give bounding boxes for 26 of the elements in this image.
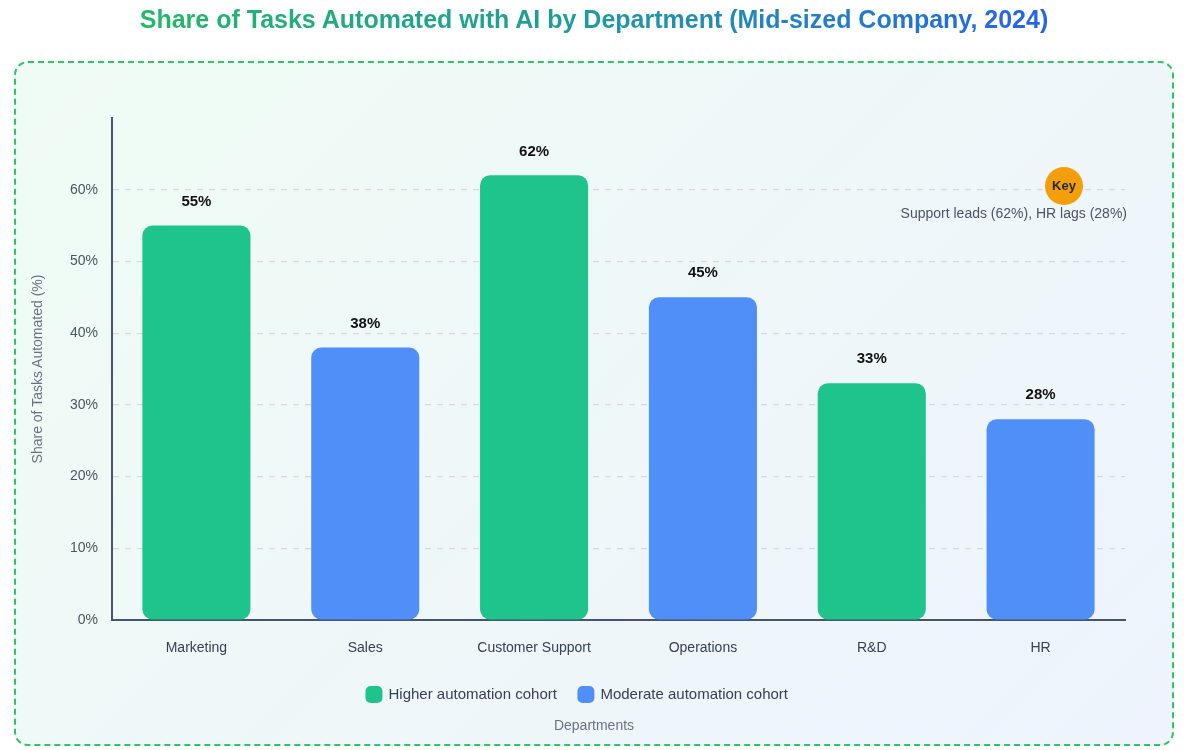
y-tick-label: 10%: [69, 539, 98, 556]
annotation: Key: [1051, 178, 1077, 194]
x-tick-label: Sales: [347, 639, 383, 656]
legend-label: Moderate automation cohort: [600, 684, 789, 702]
data-label: 33%: [856, 349, 887, 367]
y-tick-label: 20%: [69, 467, 98, 484]
data-label: 55%: [181, 191, 212, 209]
x-tick-label: Customer Support: [477, 639, 591, 656]
x-axis-title: Departments: [553, 716, 635, 733]
x-tick-label: HR: [1030, 639, 1051, 656]
y-tick-label: 0%: [77, 610, 98, 627]
y-axis-title: Share of Tasks Automated (%): [29, 274, 46, 464]
y-tick-label: 40%: [69, 324, 98, 340]
data-label: 45%: [687, 263, 718, 281]
y-tick-label: 30%: [69, 395, 98, 412]
data-label: 38%: [350, 313, 381, 331]
y-tick-label: 60%: [69, 180, 98, 197]
x-tick-label: Marketing: [165, 639, 228, 656]
chart-title: Share of Tasks Automated with AI by Department (Mid-sized Company, 2024): [139, 5, 1049, 33]
y-tick-label: 50%: [69, 252, 98, 269]
data-label: 28%: [1025, 385, 1056, 403]
annotation: Support leads (62%), HR lags (28%): [900, 204, 1127, 222]
x-tick-label: R&D: [856, 639, 887, 656]
legend-label: Higher automation cohort: [388, 684, 558, 702]
x-tick-label: Operations: [668, 639, 738, 656]
data-label: 62%: [519, 141, 550, 159]
